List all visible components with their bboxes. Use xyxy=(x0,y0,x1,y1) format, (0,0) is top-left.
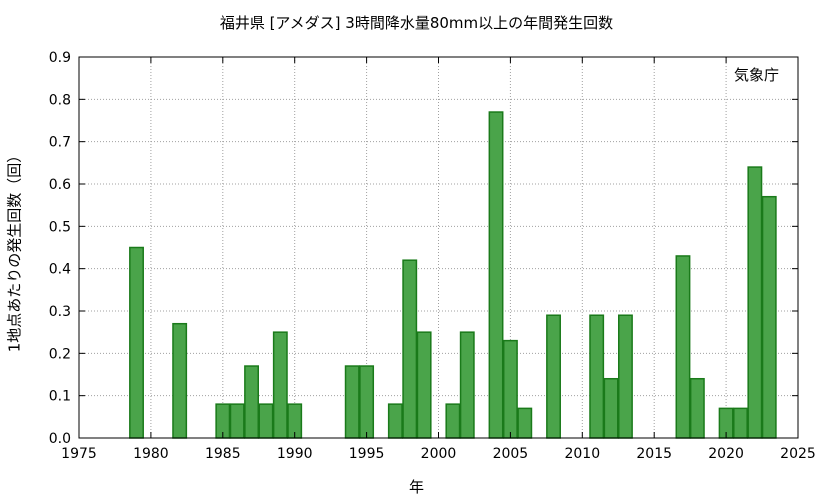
bar xyxy=(546,314,561,439)
y-tick-label: 0.2 xyxy=(49,346,71,362)
bar xyxy=(603,377,619,439)
bar xyxy=(416,331,432,439)
x-tick-label: 2005 xyxy=(493,446,529,462)
bar xyxy=(445,403,461,439)
bar xyxy=(387,403,403,439)
x-tick-label: 2025 xyxy=(780,446,816,462)
x-tick-label: 2020 xyxy=(708,446,744,462)
y-tick-label: 0.1 xyxy=(49,389,71,405)
x-tick-label: 1985 xyxy=(205,446,241,462)
y-tick-label: 0.3 xyxy=(49,304,71,320)
x-tick-label: 1980 xyxy=(133,446,169,462)
bar xyxy=(675,255,691,439)
y-tick-label: 0.7 xyxy=(49,135,71,151)
bar xyxy=(733,407,748,439)
bar xyxy=(244,365,259,439)
bar xyxy=(689,377,705,439)
bar xyxy=(747,166,763,439)
x-tick-label: 2010 xyxy=(564,446,600,462)
x-tick-label: 1990 xyxy=(277,446,313,462)
bar xyxy=(459,331,475,439)
y-tick-label: 0.4 xyxy=(49,262,71,278)
bar xyxy=(618,314,633,439)
x-tick-label: 2015 xyxy=(636,446,672,462)
bar xyxy=(517,407,533,439)
x-tick-label: 2000 xyxy=(421,446,457,462)
bar xyxy=(488,111,504,439)
y-tick-label: 0.5 xyxy=(49,219,71,235)
bar xyxy=(129,246,144,439)
bar xyxy=(761,195,777,439)
bar xyxy=(344,365,360,439)
bar xyxy=(402,259,418,439)
x-tick-label: 1975 xyxy=(61,446,97,462)
bar xyxy=(229,403,245,439)
y-tick-label: 0.9 xyxy=(49,50,71,66)
y-tick-label: 0.6 xyxy=(49,177,71,193)
bar xyxy=(272,331,288,439)
grid xyxy=(79,57,798,438)
bar xyxy=(589,314,605,439)
x-tick-label: 1995 xyxy=(349,446,385,462)
bar xyxy=(359,365,375,439)
bar xyxy=(502,339,518,439)
bars xyxy=(129,111,777,439)
bar xyxy=(258,403,274,439)
y-tick-label: 0.0 xyxy=(49,431,71,447)
source-label: 気象庁 xyxy=(734,66,780,84)
bar xyxy=(172,322,188,439)
y-tick-label: 0.8 xyxy=(49,92,71,108)
ticks: 0.0 0.1 0.2 0.3 0.4 0.5 0.6 0.7 0.8 0.9 1975 1980 19… xyxy=(49,50,816,462)
chart-title: 福井県 [アメダス] 3時間降水量80mm以上の年間発生回数 xyxy=(219,14,614,32)
x-axis-label: 年 xyxy=(408,478,424,496)
